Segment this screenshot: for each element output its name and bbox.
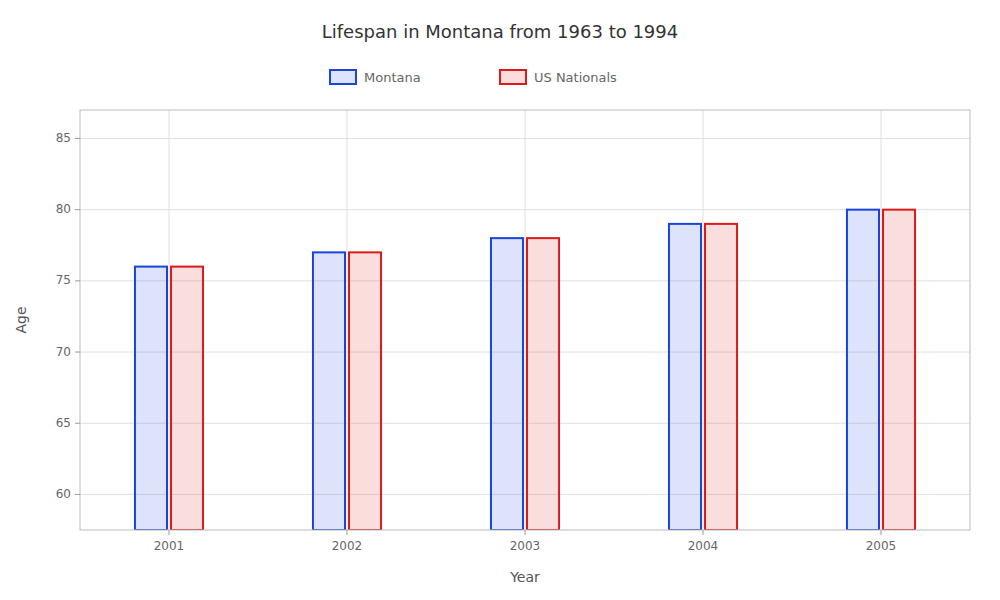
x-tick [347, 530, 348, 535]
y-tick [75, 280, 80, 281]
legend: Montana US Nationals [330, 70, 617, 85]
y-tick-label: 80 [56, 202, 71, 216]
chart: 60 65 70 75 80 85 2001 2002 2003 2004 2005 Year Age L… [0, 0, 1000, 600]
axes: 60 65 70 75 80 85 2001 2002 2003 2004 2005 [56, 131, 897, 553]
bar [527, 238, 559, 530]
title: Lifespan in Montana from 1963 to 1994 [322, 21, 678, 42]
bar [135, 267, 167, 530]
y-tick-label: 85 [56, 131, 71, 145]
x-tick [881, 530, 882, 535]
bar [491, 238, 523, 530]
grid [80, 110, 970, 530]
x-grid-line [703, 110, 704, 530]
x-grid-line [881, 110, 882, 530]
y-tick [75, 352, 80, 353]
x-grid-line [347, 110, 348, 530]
y-tick [75, 209, 80, 210]
y-tick-label: 75 [56, 273, 71, 287]
bar [705, 224, 737, 530]
y-tick [75, 494, 80, 495]
bar [349, 252, 381, 530]
chart-container: 60 65 70 75 80 85 2001 2002 2003 2004 2005 Year Age L… [0, 0, 1000, 600]
bar [847, 210, 879, 530]
legend-label: Montana [364, 70, 421, 85]
y-tick-label: 60 [56, 487, 71, 501]
legend-swatch [500, 70, 526, 84]
x-tick-label: 2001 [154, 539, 185, 553]
bars [135, 210, 915, 530]
y-axis-label: Age [13, 306, 29, 333]
y-tick-label: 70 [56, 345, 71, 359]
x-tick [525, 530, 526, 535]
x-tick [703, 530, 704, 535]
x-axis-label: Year [509, 569, 540, 585]
bar [313, 252, 345, 530]
x-tick [169, 530, 170, 535]
x-tick-label: 2004 [688, 539, 719, 553]
x-tick-label: 2005 [866, 539, 897, 553]
bar [171, 267, 203, 530]
x-grid-line [169, 110, 170, 530]
x-tick-label: 2003 [510, 539, 541, 553]
bar [669, 224, 701, 530]
y-tick [75, 423, 80, 424]
x-tick-label: 2002 [332, 539, 363, 553]
legend-swatch [330, 70, 356, 84]
y-tick-label: 65 [56, 416, 71, 430]
y-tick [75, 138, 80, 139]
legend-label: US Nationals [534, 70, 617, 85]
plot-frame [80, 110, 970, 530]
bar [883, 210, 915, 530]
x-grid-line [525, 110, 526, 530]
